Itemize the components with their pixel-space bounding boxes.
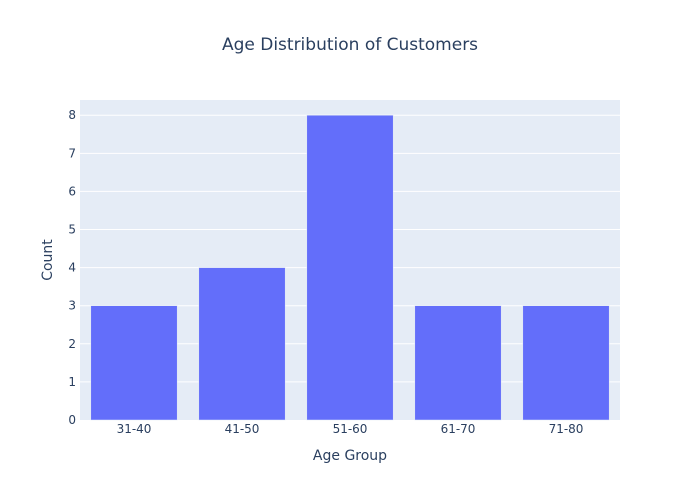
y-tick-label: 7 [68,146,76,160]
x-tick-label: 71-80 [549,422,584,436]
y-tick-label: 0 [68,413,76,427]
chart-title: Age Distribution of Customers [222,35,478,55]
y-tick-label: 3 [68,299,76,313]
bar-61-70 [414,305,502,421]
x-tick-label: 31-40 [117,422,152,436]
y-tick-label: 8 [68,108,76,122]
y-axis-ticks: 0 1 2 3 4 5 6 7 8 [68,108,76,427]
y-tick-label: 1 [68,375,76,389]
bar-51-60 [306,114,394,421]
x-axis-ticks: 31-40 41-50 51-60 61-70 71-80 [117,422,584,436]
bar-31-40 [90,305,178,421]
x-tick-label: 41-50 [225,422,260,436]
y-tick-label: 6 [68,184,76,198]
bars [90,114,610,421]
y-tick-label: 4 [68,261,76,275]
x-tick-label: 61-70 [441,422,476,436]
y-axis-title: Count [40,239,56,281]
y-tick-label: 2 [68,337,76,351]
x-axis-title: Age Group [313,448,387,464]
bar-71-80 [522,305,610,421]
x-tick-label: 51-60 [333,422,368,436]
bar-41-50 [198,267,286,421]
y-tick-label: 5 [68,223,76,237]
